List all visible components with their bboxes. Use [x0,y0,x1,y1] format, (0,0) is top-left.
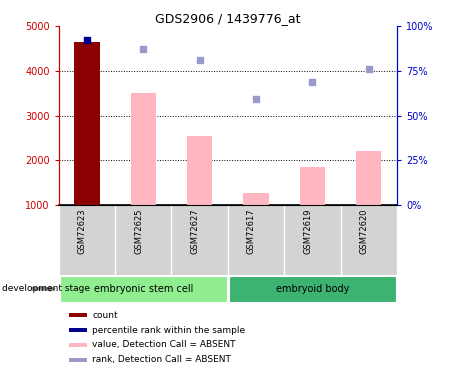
Bar [229,276,396,302]
Point [196,57,203,63]
Bar [69,328,87,332]
Bar [356,151,382,205]
Text: percentile rank within the sample: percentile rank within the sample [92,326,246,334]
Text: GSM72625: GSM72625 [134,209,143,254]
Text: GSM72627: GSM72627 [191,209,199,254]
Text: value, Detection Call = ABSENT: value, Detection Call = ABSENT [92,340,236,350]
Bar [299,167,325,205]
Bar [69,313,87,317]
Text: count: count [92,311,118,320]
Text: GSM72623: GSM72623 [78,209,87,254]
Text: GSM72620: GSM72620 [360,209,369,254]
Point [253,96,260,102]
Point [140,46,147,52]
Bar [69,358,87,362]
Text: embryoid body: embryoid body [276,284,349,294]
Point [308,79,316,85]
Point [83,37,90,43]
Text: development stage: development stage [2,284,90,293]
Bar [130,93,156,205]
Text: rank, Detection Call = ABSENT: rank, Detection Call = ABSENT [92,356,231,364]
Bar [60,276,226,302]
Title: GDS2906 / 1439776_at: GDS2906 / 1439776_at [155,12,300,25]
Bar [187,136,212,205]
Text: GSM72619: GSM72619 [304,209,312,254]
Bar [69,343,87,347]
Bar [74,42,100,205]
Bar [243,193,269,205]
Text: GSM72617: GSM72617 [247,209,256,254]
Text: embryonic stem cell: embryonic stem cell [93,284,193,294]
Point [365,66,373,72]
